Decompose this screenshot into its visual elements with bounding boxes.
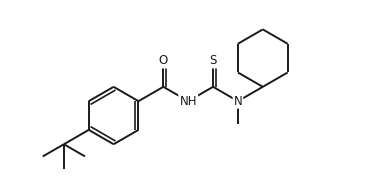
Text: O: O	[159, 55, 168, 67]
Text: NH: NH	[180, 95, 197, 108]
Text: S: S	[210, 55, 217, 67]
Text: N: N	[234, 95, 242, 108]
